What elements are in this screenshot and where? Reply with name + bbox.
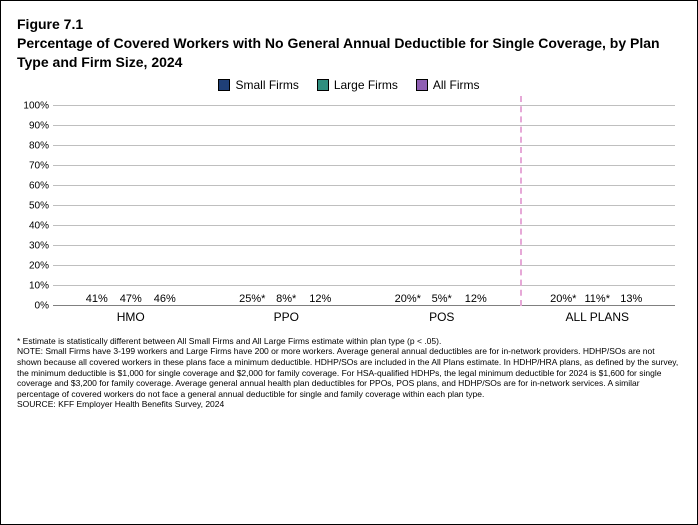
swatch-large-icon [317,79,329,91]
bar-value-label: 13% [620,293,642,305]
legend-label-all: All Firms [433,78,480,92]
footnote-source: SOURCE: KFF Employer Health Benefits Sur… [17,399,681,410]
bar-value-label: 12% [465,293,487,305]
category-labels: HMOPPOPOSALL PLANS [53,306,675,326]
y-axis-label: 80% [29,140,53,151]
section-divider [520,96,522,306]
plot: 0%10%20%30%40%50%60%70%80%90%100%41%47%4… [53,96,675,306]
footnote-note: NOTE: Small Firms have 3-199 workers and… [17,346,681,399]
legend-item-all: All Firms [416,78,480,92]
legend-item-large: Large Firms [317,78,398,92]
y-axis-label: 40% [29,220,53,231]
bar-value-label: 11%* [585,293,610,305]
footnotes: * Estimate is statistically different be… [17,336,681,410]
y-axis-label: 0% [35,300,53,311]
category-label: ALL PLANS [520,306,676,326]
figure-container: Figure 7.1 Percentage of Covered Workers… [0,0,698,525]
footnote-star: * Estimate is statistically different be… [17,336,681,347]
bar-value-label: 12% [309,293,331,305]
legend-label-large: Large Firms [334,78,398,92]
bar-group: 20%* 5%* 12% [364,96,520,306]
legend: Small Firms Large Firms All Firms [17,78,681,92]
bar-value-label: 47% [120,293,142,305]
legend-label-small: Small Firms [235,78,298,92]
bar-value-label: 20%* [395,293,421,305]
y-axis-label: 90% [29,120,53,131]
category-label: HMO [53,306,209,326]
category-label: PPO [209,306,365,326]
legend-item-small: Small Firms [218,78,298,92]
figure-label: Figure 7.1 [17,15,681,34]
swatch-all-icon [416,79,428,91]
y-axis-label: 60% [29,180,53,191]
swatch-small-icon [218,79,230,91]
bar-group: 25%* 8%* 12% [209,96,365,306]
y-axis-label: 20% [29,260,53,271]
figure-title: Percentage of Covered Workers with No Ge… [17,34,681,72]
bar-group: 41% 47% 46% [53,96,209,306]
bar-value-label: 5%* [432,293,452,305]
bar-value-label: 41% [86,293,108,305]
bar-group: 20%* 11%* 13% [520,96,676,306]
title-block: Figure 7.1 Percentage of Covered Workers… [17,15,681,72]
y-axis-label: 30% [29,240,53,251]
bar-value-label: 46% [154,293,176,305]
bar-value-label: 8%* [276,293,296,305]
bar-value-label: 25%* [239,293,265,305]
category-label: POS [364,306,520,326]
bar-groups: 41% 47% 46% 25%* 8%* 12% 20%* 5%* 12% 20%* 11%* 13% [53,96,675,306]
chart-area: 0%10%20%30%40%50%60%70%80%90%100%41%47%4… [53,96,675,326]
bar-value-label: 20%* [550,293,576,305]
y-axis-label: 10% [29,280,53,291]
y-axis-label: 100% [23,100,53,111]
y-axis-label: 70% [29,160,53,171]
y-axis-label: 50% [29,200,53,211]
